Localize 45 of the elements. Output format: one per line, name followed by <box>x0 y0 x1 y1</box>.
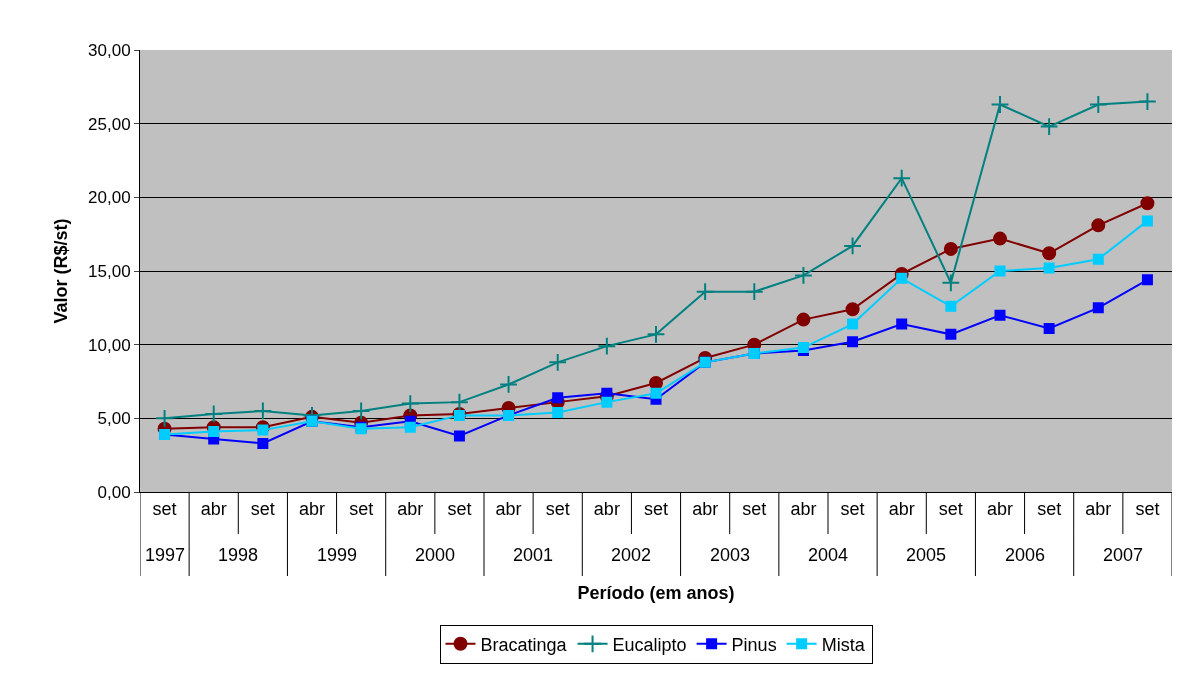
y-tick-label: 15,00 <box>88 261 131 281</box>
category-label: 2003 <box>710 545 751 565</box>
category-label: abr <box>986 498 1014 519</box>
category-label: abr <box>593 498 620 519</box>
category-label: 1998 <box>218 545 259 565</box>
legend-label: Bracatinga <box>480 634 568 655</box>
legend-label: Mista <box>821 634 866 655</box>
category-label: 2001 <box>513 545 554 565</box>
category-label: abr <box>495 498 522 519</box>
category-label: set <box>643 498 669 519</box>
x-axis-title: Período (em anos) <box>577 582 735 603</box>
category-label: set <box>1135 498 1160 519</box>
category-label: abr <box>298 498 326 519</box>
category-label: set <box>545 498 570 519</box>
category-label: set <box>250 498 275 519</box>
category-label: 1997 <box>145 545 186 565</box>
category-label: abr <box>790 498 817 519</box>
category-label: set <box>938 498 963 519</box>
category-label: set <box>742 498 767 519</box>
category-label: 2004 <box>808 545 849 565</box>
category-label: set <box>447 498 472 519</box>
category-label: abr <box>200 498 227 519</box>
y-axis-title: Valor (R$/st) <box>51 218 72 324</box>
category-label: 2007 <box>1103 545 1144 565</box>
category-label: abr <box>692 498 719 519</box>
category-label: 2006 <box>1005 545 1046 565</box>
category-label: abr <box>888 498 915 519</box>
category-label: set <box>349 498 374 519</box>
y-tick-label: 0,00 <box>97 482 131 502</box>
category-label: 2005 <box>906 545 947 565</box>
category-label: set <box>1037 498 1062 519</box>
y-tick-label: 10,00 <box>88 335 131 355</box>
category-label: 2000 <box>415 545 456 565</box>
category-label: 2002 <box>611 545 652 565</box>
y-tick-label: 20,00 <box>88 188 131 208</box>
y-tick-label: 30,00 <box>88 40 131 60</box>
legend-label: Pinus <box>731 634 777 655</box>
category-label: set <box>152 498 177 519</box>
category-label: set <box>840 498 865 519</box>
category-label: abr <box>1085 498 1112 519</box>
category-label: abr <box>397 498 424 519</box>
y-tick-label: 5,00 <box>97 409 131 429</box>
legend-label: Eucalipto <box>612 634 687 655</box>
y-tick-label: 25,00 <box>88 114 131 134</box>
category-label: 1999 <box>317 545 358 565</box>
